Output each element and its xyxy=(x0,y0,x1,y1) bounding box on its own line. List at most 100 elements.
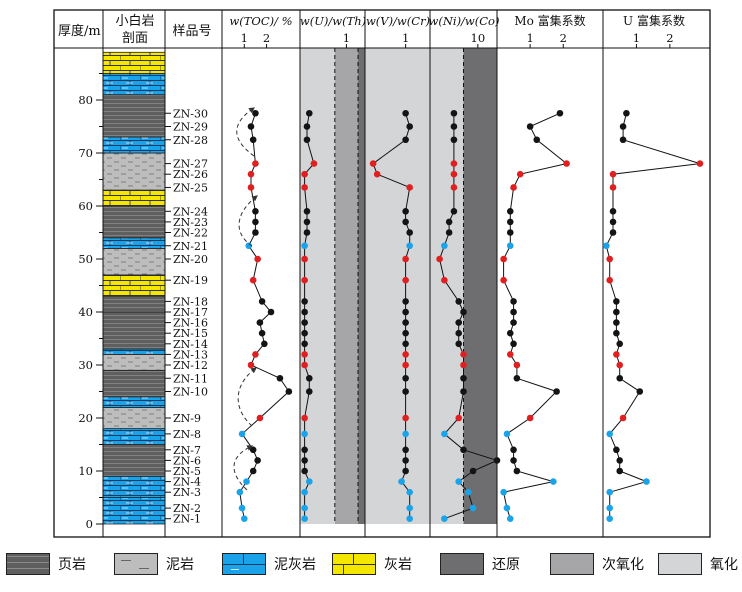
data-point-v_cr xyxy=(369,160,377,167)
data-point-u_th xyxy=(301,351,308,358)
data-point-mo_ef xyxy=(553,388,560,395)
tick-label-toc-1: 2 xyxy=(263,31,270,45)
data-point-mo_ef xyxy=(533,136,541,144)
data-point-toc xyxy=(252,208,259,215)
zone-u_th-suboxic xyxy=(334,48,359,524)
litho-bed-shale xyxy=(102,94,166,138)
litho-bed-marl xyxy=(102,136,166,154)
sample-label: ZN-17 xyxy=(173,306,208,319)
depth-tick-label-70: 70 xyxy=(78,146,93,160)
litho-bed-shale xyxy=(102,369,166,398)
data-point-mo_ef xyxy=(506,242,514,250)
sample-label: ZN-2 xyxy=(173,502,201,515)
trend-arrows xyxy=(233,107,258,491)
data-point-v_cr xyxy=(402,414,409,422)
data-point-v_cr xyxy=(406,184,413,191)
data-point-ni_co xyxy=(455,319,463,326)
data-point-mo_ef xyxy=(510,319,517,326)
legend-swatch-reducing xyxy=(440,553,484,575)
data-point-mo_ef xyxy=(506,208,514,215)
data-point-v_cr xyxy=(402,218,409,226)
sample-label: ZN-27 xyxy=(173,158,208,171)
depth-tick-label-0: 0 xyxy=(86,517,93,531)
litho-bed-shale xyxy=(102,444,166,477)
data-point-mo_ef xyxy=(516,170,524,178)
tick-label-u_ef-1: 2 xyxy=(666,31,673,45)
legend-item-suboxic: 次氧化 xyxy=(550,552,644,576)
legend-label-suboxic: 次氧化 xyxy=(602,557,644,573)
data-point-u_ef xyxy=(619,123,627,130)
tick-label-toc-0: 1 xyxy=(241,31,248,45)
legend-swatch-limestone xyxy=(332,553,376,575)
section-header-line1: 小白岩 xyxy=(115,13,154,29)
data-point-ni_co xyxy=(460,446,467,454)
data-point-u_th xyxy=(301,467,308,475)
data-point-v_cr xyxy=(402,467,409,475)
legend-item-mudstone: 泥岩 xyxy=(114,552,194,576)
data-point-u_ef xyxy=(606,504,613,512)
depth-tick-label-10: 10 xyxy=(78,464,93,478)
data-point-mo_ef xyxy=(513,361,521,369)
data-point-v_cr xyxy=(402,374,409,382)
data-point-v_cr xyxy=(406,504,413,512)
litho-bed-marl xyxy=(102,73,166,96)
depth-tick-label-80: 80 xyxy=(78,93,93,107)
legend-label-mudstone: 泥岩 xyxy=(166,557,194,573)
data-point-toc xyxy=(249,136,257,144)
sample-label: ZN-23 xyxy=(173,216,208,229)
data-point-toc xyxy=(238,430,246,438)
zone-u_th-reducing xyxy=(358,48,365,524)
data-point-mo_ef xyxy=(506,515,514,522)
sample-label: ZN-13 xyxy=(173,348,208,361)
data-point-mo_ef xyxy=(506,351,514,358)
legend-swatch-shale xyxy=(6,553,50,575)
sample-label: ZN-4 xyxy=(173,476,201,489)
sample-label: ZN-15 xyxy=(173,327,208,340)
data-point-toc xyxy=(252,218,259,226)
data-point-ni_co xyxy=(455,329,463,337)
data-point-v_cr xyxy=(402,446,409,454)
data-point-v_cr xyxy=(402,351,409,358)
tick-label-ni_co-0: 10 xyxy=(471,31,486,45)
legend-swatch-marl xyxy=(222,553,266,575)
data-point-mo_ef xyxy=(500,276,507,284)
litho-bed-shale xyxy=(102,311,166,350)
data-point-mo_ef xyxy=(510,184,517,191)
legend-item-shale: 页岩 xyxy=(6,552,86,576)
data-point-v_cr xyxy=(402,430,409,438)
data-point-u_ef xyxy=(609,229,617,236)
depth-tick-label-60: 60 xyxy=(78,199,93,213)
data-point-u_th xyxy=(305,388,313,395)
data-point-mo_ef xyxy=(506,229,514,236)
data-series xyxy=(236,109,704,522)
sample-label: ZN-18 xyxy=(173,295,208,308)
data-point-ni_co xyxy=(455,298,463,305)
data-point-u_ef xyxy=(606,430,613,438)
sample-label: ZN-5 xyxy=(173,465,201,478)
data-point-u_th xyxy=(301,319,308,326)
data-point-toc xyxy=(256,319,264,326)
frame-lines: 1 2 1 1 10 1 2 1 2 xyxy=(53,9,711,538)
data-point-u_th xyxy=(301,457,308,464)
data-point-ni_co xyxy=(469,467,477,475)
sample-header: 样品号 xyxy=(172,24,211,39)
litho-bed-marl xyxy=(102,428,166,445)
sample-label: ZN-8 xyxy=(173,428,201,441)
toc-header: w(TOC)/ % xyxy=(229,14,292,28)
sample-label: ZN-9 xyxy=(173,412,201,425)
trend-arrow-1 xyxy=(233,445,254,491)
data-point-ni_co xyxy=(455,340,463,348)
data-point-toc xyxy=(238,504,246,512)
depth-header: 厚度/m xyxy=(58,23,101,39)
data-point-u_ef xyxy=(613,329,620,337)
data-point-u_ef xyxy=(619,136,627,144)
data-point-toc xyxy=(252,160,259,167)
lithology-column xyxy=(102,51,166,525)
sample-label: ZN-30 xyxy=(173,107,208,120)
data-point-v_cr xyxy=(373,170,381,178)
data-point-toc xyxy=(236,488,244,496)
data-point-u_th xyxy=(301,340,308,348)
data-point-v_cr xyxy=(406,488,413,496)
sample-label: ZN-1 xyxy=(173,513,201,526)
zone-ni_co-reducing xyxy=(463,48,497,524)
